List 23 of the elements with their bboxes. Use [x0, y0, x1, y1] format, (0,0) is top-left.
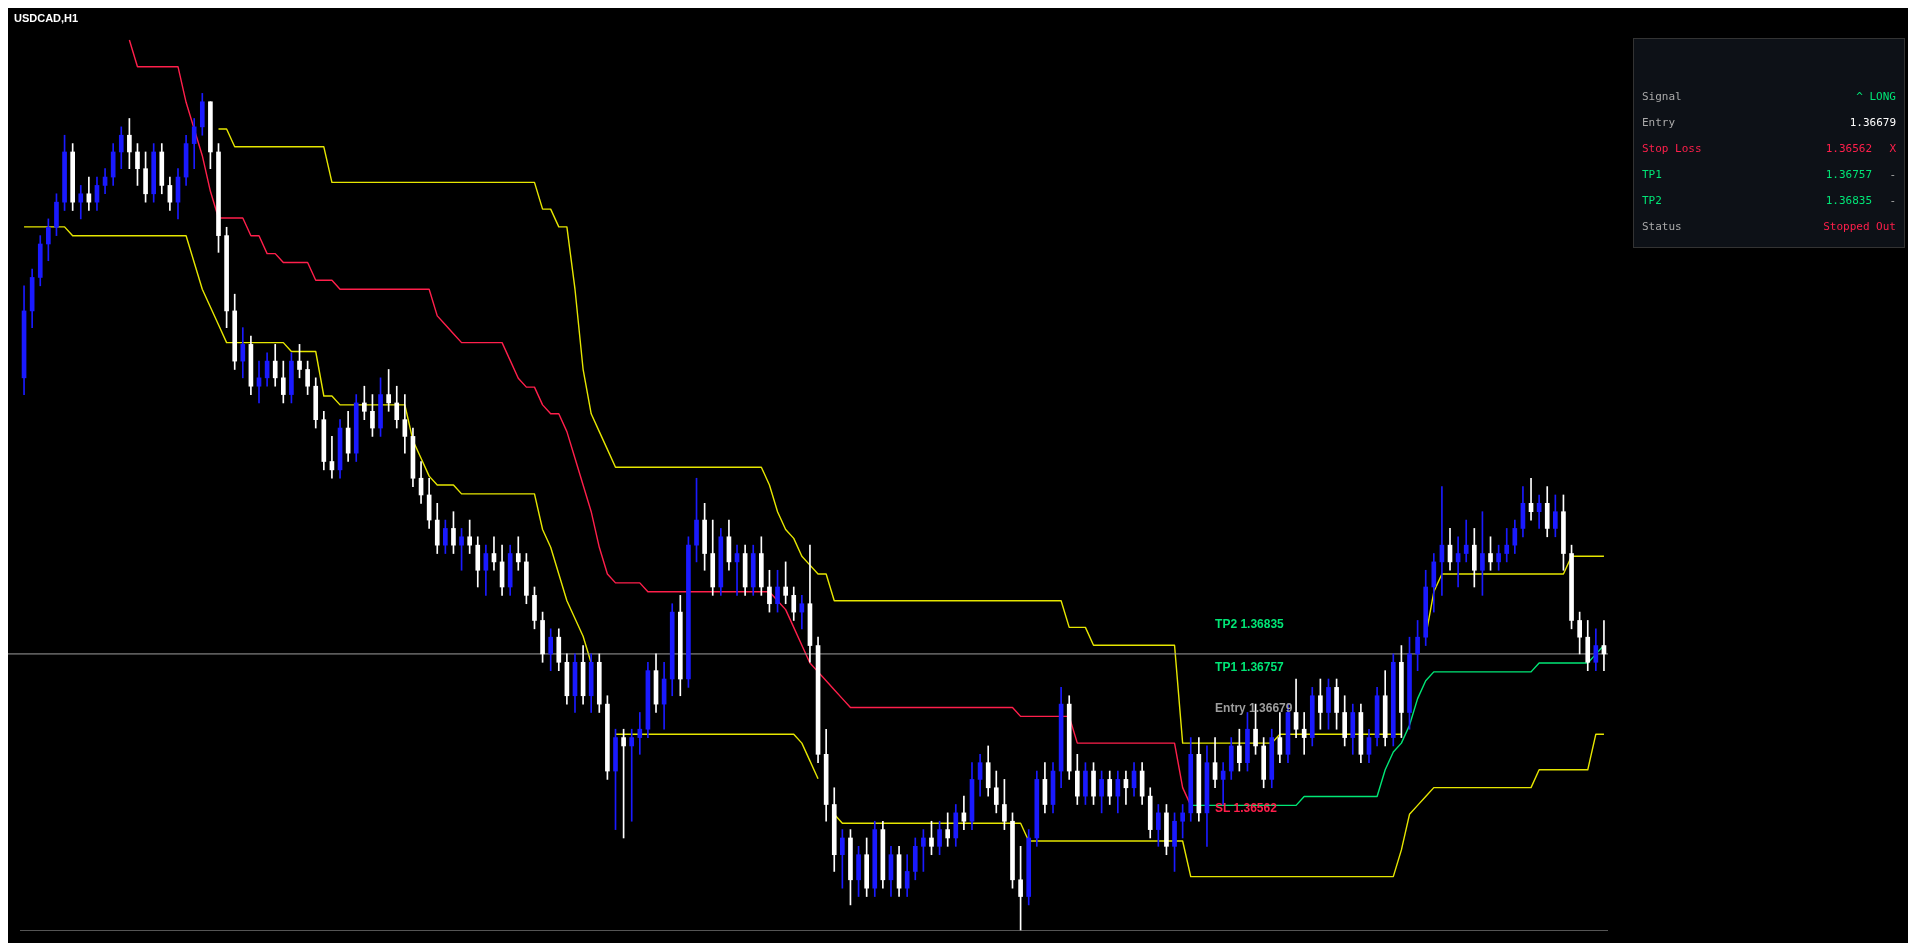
text: TP1	[1642, 167, 1663, 181]
text: Stopped Out	[1823, 219, 1896, 233]
text: Stop Loss	[1642, 141, 1703, 155]
text: Signal	[1642, 89, 1683, 103]
candlestick	[637, 712, 643, 755]
annotation: TP2 1.36835	[1215, 616, 1284, 631]
text: 1.36835	[1825, 193, 1872, 207]
annotation: TP1 1.36757	[1215, 659, 1284, 674]
chart-title: USDCAD,H1	[14, 12, 79, 24]
candlestick	[629, 728, 635, 822]
candlestick	[515, 536, 521, 571]
candlestick	[1301, 712, 1307, 755]
text: -	[1888, 167, 1896, 181]
text: ^ LONG	[1856, 89, 1896, 103]
text: -	[1888, 193, 1896, 207]
text: 1.36757	[1825, 167, 1872, 181]
text: X	[1888, 141, 1896, 155]
text: Entry	[1642, 115, 1677, 129]
text: 1.36562	[1825, 141, 1872, 155]
text: TP2	[1642, 193, 1663, 207]
text: 1.36679	[1849, 115, 1896, 129]
text: Status	[1642, 219, 1683, 233]
candlestick	[1463, 519, 1469, 563]
